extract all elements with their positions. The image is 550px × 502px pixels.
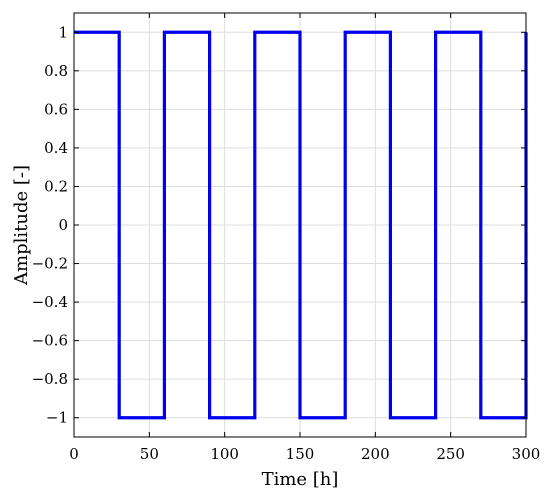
x-axis-title: Time [h] (262, 469, 339, 490)
y-tick-label: −0.6 (32, 332, 68, 350)
x-tick-label: 100 (210, 445, 239, 463)
x-tick-labels: 0 50 100 150 200 250 300 (69, 445, 540, 463)
y-tick-label: 0.6 (44, 100, 68, 118)
x-tick-label: 50 (140, 445, 159, 463)
y-tick-label: 0.4 (44, 139, 68, 157)
x-tick-label: 0 (69, 445, 79, 463)
y-tick-label: −0.8 (32, 370, 68, 388)
y-tick-label: 0.2 (44, 177, 68, 195)
series-line (74, 30, 528, 420)
x-tick-label: 250 (436, 445, 465, 463)
x-tick-label: 200 (361, 445, 390, 463)
x-tick-label: 300 (512, 445, 541, 463)
y-tick-label: 0.8 (44, 62, 68, 80)
x-tick-label: 150 (286, 445, 315, 463)
y-tick-label: −1 (46, 409, 68, 427)
y-tick-labels: 1 0.8 0.6 0.4 0.2 0 −0.2 −0.4 −0.6 −0.8 −1 (32, 23, 68, 426)
ticks (73, 13, 527, 437)
y-tick-label: 1 (58, 23, 68, 41)
y-tick-label: −0.4 (32, 293, 68, 311)
y-tick-label: −0.2 (32, 255, 68, 273)
series-layer (74, 30, 528, 420)
y-axis-title: Amplitude [-] (11, 165, 32, 286)
y-tick-label: 0 (58, 216, 68, 234)
